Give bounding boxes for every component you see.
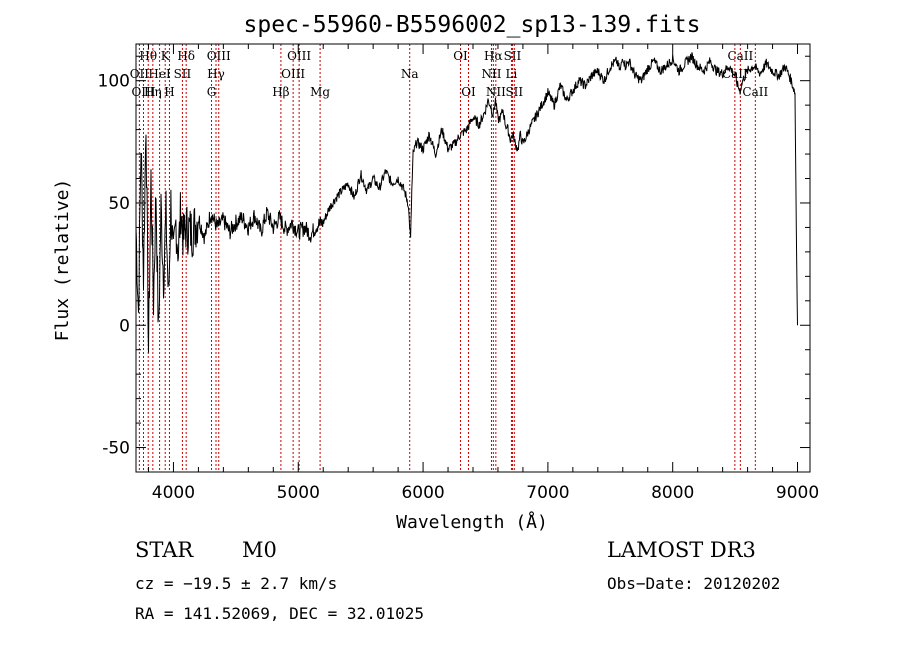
spectral-line-label: Mg [310, 85, 330, 99]
spectral-line-label: Hα [484, 49, 503, 63]
spectral-line-label: HeI [148, 67, 171, 81]
spectral-line-markers [138, 44, 756, 472]
axis-ticks [136, 44, 810, 473]
axis-tick-labels: 4000 5000 6000 7000 8000 9000 -50 0 50 100 [98, 72, 820, 503]
spectral-line-label: OIII [131, 85, 155, 99]
spectral-line-label: H [164, 85, 174, 99]
spectral-line-label: Hδ [177, 49, 195, 63]
spectral-line-label: OI [461, 85, 476, 99]
redshift-cz: cz = −19.5 ± 2.7 km/s [135, 574, 338, 593]
spectral-line-label: OI [453, 49, 468, 63]
x-tick-label: 5000 [277, 483, 320, 503]
x-tick-label: 8000 [651, 483, 694, 503]
y-tick-label: 100 [98, 72, 130, 92]
y-tick-label: 50 [108, 194, 130, 214]
spectral-line-label: OIII [281, 67, 305, 81]
spectral-line-label: Hβ [272, 85, 289, 99]
object-subclass: M0 [242, 538, 277, 562]
spectral-line-label: Hθ [139, 49, 157, 63]
spectral-line-label: OIII [287, 49, 311, 63]
object-class: STAR [135, 538, 194, 562]
spectral-line-label: Li [506, 67, 518, 81]
spectrum-line [135, 52, 798, 353]
survey-name: LAMOST DR3 [607, 538, 756, 562]
x-tick-label: 4000 [152, 483, 195, 503]
spectral-line-label: SII [504, 49, 522, 63]
coordinates: RA = 141.52069, DEC = 32.01025 [135, 604, 424, 623]
y-tick-label: 0 [119, 316, 130, 336]
spectral-line-label: NII [486, 85, 506, 99]
spectral-line-label: Hγ [207, 67, 225, 81]
spectral-line-label: NII [481, 67, 501, 81]
spectral-line-label: OIII [207, 49, 231, 63]
spectral-line-label: K [161, 49, 171, 63]
obs-date: Obs−Date: 20120202 [607, 574, 781, 593]
spectral-line-label: CaII [727, 49, 753, 63]
spectral-line-label: Hη [144, 85, 162, 99]
spectral-line-label: SII [505, 85, 523, 99]
x-tick-label: 9000 [776, 483, 819, 503]
x-tick-label: 6000 [401, 483, 444, 503]
x-tick-label: 7000 [526, 483, 569, 503]
plot-frame [135, 43, 811, 473]
spectral-line-label: SII [174, 67, 192, 81]
spectral-line-label: CaII [742, 85, 768, 99]
spectral-line-label: Na [401, 67, 419, 81]
y-tick-label: -50 [102, 439, 130, 459]
spectral-line-label: G [207, 85, 217, 99]
spectral-line-label: OII [130, 67, 150, 81]
x-axis-label: Wavelength (Å) [396, 511, 548, 533]
y-axis-label: Flux (relative) [52, 179, 73, 342]
chart-title: spec-55960-B5596002_sp13-139.fits [244, 12, 701, 38]
